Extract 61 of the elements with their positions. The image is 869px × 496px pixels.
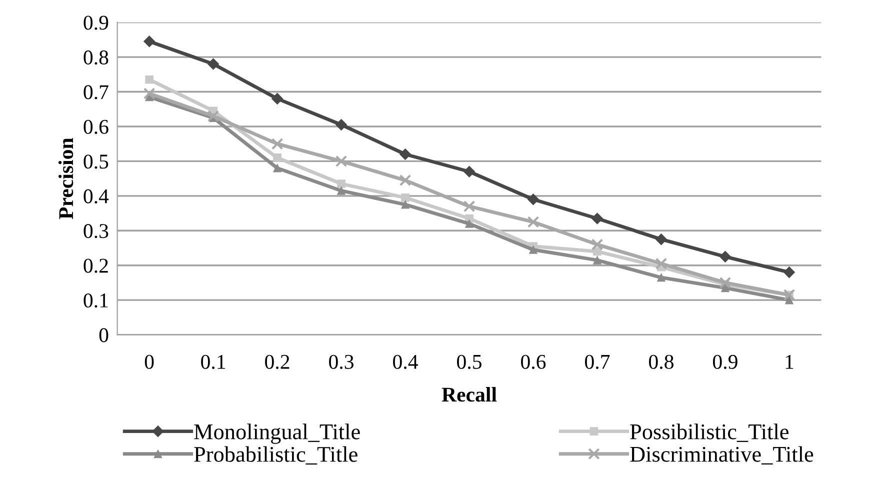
x-tick-label: 0.8 bbox=[649, 354, 674, 369]
point bbox=[785, 296, 794, 304]
x-tick-label: 0.1 bbox=[201, 354, 226, 369]
point bbox=[401, 200, 410, 209]
point bbox=[145, 75, 154, 84]
x-tick-label: 0.2 bbox=[265, 354, 290, 369]
point bbox=[401, 193, 410, 202]
point bbox=[337, 180, 346, 188]
y-tick-label: 0.8 bbox=[84, 50, 108, 65]
point bbox=[271, 138, 284, 150]
x-tick-label: 0.9 bbox=[712, 354, 738, 369]
x-tick-label: 0.4 bbox=[393, 354, 418, 369]
point bbox=[591, 212, 603, 224]
point bbox=[721, 284, 730, 292]
point bbox=[273, 154, 282, 162]
y-tick-label: 0.2 bbox=[84, 258, 108, 273]
x-tick-label: 0.3 bbox=[329, 354, 354, 369]
legend-label: Probabilistic_Title bbox=[194, 446, 358, 465]
y-tick-label: 0.3 bbox=[84, 224, 108, 238]
point bbox=[783, 266, 795, 278]
x-axis-title: Recall bbox=[442, 387, 497, 402]
legend-label: Discriminative_Title bbox=[630, 446, 814, 464]
point bbox=[527, 216, 540, 228]
y-tick-label: 0.1 bbox=[84, 293, 108, 308]
point bbox=[465, 220, 474, 228]
point bbox=[719, 250, 731, 262]
point bbox=[655, 258, 668, 270]
point bbox=[144, 36, 156, 48]
y-tick-label: 0.5 bbox=[84, 154, 108, 169]
y-tick-label: 0 bbox=[99, 328, 108, 342]
y-tick-label: 0.4 bbox=[84, 189, 109, 204]
point bbox=[335, 155, 348, 168]
point bbox=[273, 164, 282, 172]
y-tick-label: 0.6 bbox=[84, 120, 108, 134]
point bbox=[400, 148, 412, 160]
point bbox=[336, 118, 348, 130]
x-tick-label: 0 bbox=[144, 354, 154, 369]
point bbox=[463, 200, 476, 212]
point bbox=[143, 88, 156, 100]
point bbox=[591, 238, 604, 250]
point bbox=[464, 166, 476, 178]
point bbox=[655, 234, 667, 246]
x-tick-label: 0.5 bbox=[457, 354, 482, 369]
point bbox=[719, 276, 732, 289]
legend-label: Possibilistic_Title bbox=[630, 424, 788, 442]
x-tick-label: 0.7 bbox=[585, 354, 610, 369]
x-tick-label: 0.6 bbox=[521, 354, 546, 369]
x-tick-label: 1 bbox=[786, 354, 794, 369]
legend-label: Monolingual_Title bbox=[194, 424, 360, 444]
point bbox=[529, 246, 538, 254]
point bbox=[272, 92, 284, 104]
point bbox=[337, 186, 346, 195]
point bbox=[657, 273, 666, 282]
point bbox=[207, 110, 220, 122]
point bbox=[528, 194, 539, 206]
point bbox=[593, 256, 602, 264]
y-axis-title: Precision bbox=[58, 138, 74, 220]
point bbox=[208, 58, 220, 70]
y-tick-label: 0.9 bbox=[84, 16, 108, 30]
y-tick-label: 0.7 bbox=[84, 85, 108, 100]
point bbox=[399, 174, 412, 186]
